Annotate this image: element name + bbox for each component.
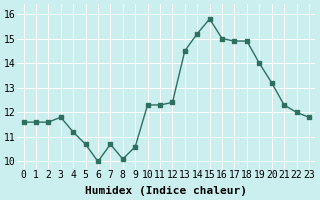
X-axis label: Humidex (Indice chaleur): Humidex (Indice chaleur) xyxy=(85,186,247,196)
